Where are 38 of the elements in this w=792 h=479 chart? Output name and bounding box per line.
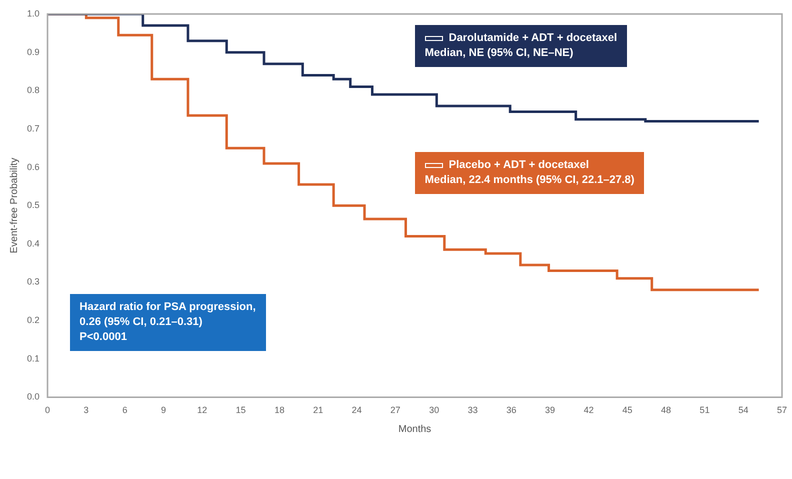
y-tick-label: 0.3 bbox=[26, 276, 40, 287]
x-tick-label: 51 bbox=[700, 405, 710, 416]
x-tick-label: 42 bbox=[584, 405, 594, 416]
legend-label: Darolutamide + ADT + docetaxel bbox=[448, 32, 618, 44]
x-tick-label: 33 bbox=[468, 405, 478, 416]
y-tick-label: 0.9 bbox=[26, 46, 40, 57]
x-tick-label: 57 bbox=[776, 405, 788, 416]
legend-label: Placebo + ADT + docetaxel bbox=[448, 158, 589, 171]
y-tick-label: 1.0 bbox=[26, 8, 40, 18]
x-tick-label: 45 bbox=[622, 405, 632, 416]
x-tick-label: 54 bbox=[738, 405, 748, 416]
x-tick-label: 48 bbox=[661, 405, 672, 416]
x-tick-label: 15 bbox=[236, 405, 246, 416]
y-tick-label: 0.2 bbox=[26, 315, 40, 326]
y-tick-label: 0.1 bbox=[26, 353, 40, 364]
x-tick-label: 18 bbox=[274, 405, 284, 416]
x-tick-label: 36 bbox=[506, 405, 516, 416]
y-tick-label: 0.6 bbox=[26, 162, 40, 172]
x-tick-label: 30 bbox=[429, 405, 440, 416]
annotation: Median, 22.4 months (95% CI, 22.1–27.8) bbox=[424, 172, 634, 188]
y-tick-label: 0.7 bbox=[26, 123, 40, 134]
y-tick-label: 0.5 bbox=[26, 200, 40, 210]
x-tick-label: 6 bbox=[122, 405, 128, 416]
y-tick-label: 0.4 bbox=[26, 238, 40, 248]
annotation: Median, NE (95% CI, NE–NE) bbox=[424, 46, 574, 62]
y-tick-label: 0.0 bbox=[26, 392, 40, 402]
x-axis-title: Months bbox=[398, 424, 432, 435]
x-tick-label: 21 bbox=[313, 405, 324, 416]
x-tick-label: 3 bbox=[84, 405, 89, 416]
x-tick-label: 0 bbox=[45, 405, 50, 416]
x-tick-label: 9 bbox=[160, 405, 166, 416]
x-tick-label: 24 bbox=[352, 405, 362, 416]
y-tick-label: 0.8 bbox=[26, 85, 40, 96]
x-tick-label: 12 bbox=[197, 405, 208, 416]
y-axis-title: Event-free Probability bbox=[8, 158, 20, 254]
x-tick-label: 39 bbox=[545, 405, 556, 416]
x-tick-label: 27 bbox=[390, 405, 400, 416]
annotation: Hazard ratio for PSA progression, 0.26 (95% CI, 0.21–0.31) P<0.0001 bbox=[80, 300, 256, 345]
